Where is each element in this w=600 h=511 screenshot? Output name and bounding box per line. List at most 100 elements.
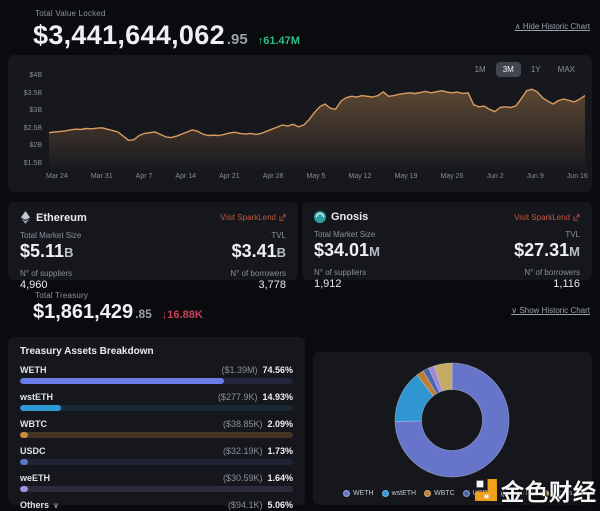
x-tick: Mar 24 xyxy=(46,173,68,180)
tvl-section-label: Total Value Locked xyxy=(35,9,106,18)
tvl-value: $27.31M xyxy=(514,240,580,260)
legend-label: WBTC xyxy=(434,490,455,497)
donut-slice-weth[interactable] xyxy=(394,362,510,478)
asset-bar-track xyxy=(20,459,293,465)
range-1y-button[interactable]: 1Y xyxy=(524,62,548,77)
visit-sparklend-link-ethereum[interactable]: Visit SparkLend xyxy=(220,213,286,222)
network-name: Ethereum xyxy=(36,211,87,224)
legend-item-weth[interactable]: WETH xyxy=(343,490,374,497)
treasury-value-row: $1,861,429 .85 ↓16.88K xyxy=(33,301,203,324)
x-tick: Apr 14 xyxy=(175,173,197,180)
x-tick: Apr 28 xyxy=(262,173,284,180)
treasury-donut-card: WETHwstETHWBTCUSDCweETHOthers xyxy=(313,352,592,505)
asset-bar-track xyxy=(20,378,293,384)
market-size-value: $5.11B xyxy=(20,241,74,261)
y-tick: $4B xyxy=(29,72,42,79)
asset-amount: ($38.85K) xyxy=(222,419,263,429)
legend-label: wstETH xyxy=(391,490,417,497)
suppliers-count: 1,912 xyxy=(314,278,342,290)
market-size-label: Total Market Size xyxy=(314,230,376,239)
asset-bar-track xyxy=(20,405,293,411)
legend-dot xyxy=(343,490,350,497)
hide-historic-chart-link[interactable]: ∧ Hide Historic Chart xyxy=(514,22,590,31)
breakdown-list: WETH ($1.39M) 74.56% wstETH ($277.9K) 14.93% W… xyxy=(20,365,293,511)
breakdown-row-wsteth: wstETH ($277.9K) 14.93% xyxy=(20,392,293,411)
suppliers-count: 4,960 xyxy=(20,279,48,291)
legend-dot xyxy=(424,490,432,497)
breakdown-row-others[interactable]: Others ∨ ($94.1K) 5.06% xyxy=(20,500,293,511)
jinse-watermark: 金色财经 xyxy=(474,473,597,507)
time-range-buttons: 1M 3M 1Y MAX xyxy=(468,62,582,77)
treasury-section-label: Total Treasury xyxy=(35,291,89,300)
x-tick: Jun 9 xyxy=(526,173,544,180)
borrowers-label: N° of borrowers xyxy=(524,268,580,277)
tvl-value-row: $3,441,644,062 .95 ↑61.47M xyxy=(33,20,300,51)
legend-dot xyxy=(381,490,389,497)
asset-bar-fill xyxy=(20,378,224,384)
donut-slice-others[interactable] xyxy=(433,362,453,392)
asset-name: WETH xyxy=(20,365,47,375)
chevron-down-icon[interactable]: ∨ xyxy=(53,501,59,510)
legend-item-wbtc[interactable]: WBTC xyxy=(424,490,455,497)
gnosis-title: Gnosis xyxy=(314,211,368,223)
market-size-value: $34.01M xyxy=(314,240,380,260)
legend-item-others[interactable]: Others xyxy=(541,490,573,497)
asset-percent: 14.93% xyxy=(262,392,293,402)
gnosis-icon xyxy=(314,211,326,223)
legend-dot xyxy=(500,490,508,497)
legend-label: weETH xyxy=(510,490,534,497)
asset-percent: 74.56% xyxy=(262,365,293,375)
asset-bar-fill xyxy=(20,459,28,465)
visit-sparklend-label: Visit SparkLend xyxy=(220,213,276,222)
chart-x-axis: Mar 24 Mar 31 Apr 7 Apr 14 Apr 21 Apr 28 May 5… xyxy=(46,173,588,180)
range-3m-button[interactable]: 3M xyxy=(495,62,521,77)
external-link-icon xyxy=(279,214,286,221)
network-name: Gnosis xyxy=(331,211,369,223)
tvl-area-chart[interactable] xyxy=(46,67,588,169)
asset-amount: ($94.1K) xyxy=(227,500,263,510)
gnosis-card: Gnosis Visit SparkLend Total Market Size… xyxy=(302,202,592,290)
x-tick: May 5 xyxy=(306,173,326,180)
y-tick: $1.5B xyxy=(23,159,42,167)
legend-item-weeth[interactable]: weETH xyxy=(500,490,534,497)
range-1m-button[interactable]: 1M xyxy=(468,62,493,77)
asset-name: WBTC xyxy=(20,419,47,429)
y-tick: $3B xyxy=(29,107,42,114)
treasury-donut-chart[interactable] xyxy=(389,357,515,483)
show-historic-chart-link[interactable]: ∨ Show Historic Chart xyxy=(511,306,590,315)
range-max-button[interactable]: MAX xyxy=(551,62,582,77)
breakdown-title: Treasury Assets Breakdown xyxy=(20,346,154,357)
asset-name: Others ∨ xyxy=(20,500,59,510)
asset-percent: 1.73% xyxy=(267,446,293,456)
asset-bar-track xyxy=(20,432,293,438)
borrowers-label: N° of borrowers xyxy=(230,269,286,278)
asset-bar-fill xyxy=(20,405,61,411)
tvl-value: $3,441,644,062 xyxy=(33,20,225,50)
legend-label: WETH xyxy=(353,490,374,497)
treasury-value-decimals: .85 xyxy=(135,307,152,321)
suppliers-label: N° of suppliers xyxy=(20,269,73,278)
asset-amount: ($1.39M) xyxy=(221,365,258,375)
borrowers-count: 1,116 xyxy=(553,278,580,290)
tvl-label: TVL xyxy=(565,230,580,239)
y-tick: $3.5B xyxy=(23,89,42,97)
asset-amount: ($277.9K) xyxy=(217,392,258,402)
x-tick: May 12 xyxy=(348,173,372,180)
treasury-value: $1,861,429 xyxy=(33,301,134,323)
tvl-chart-card: 1M 3M 1Y MAX $4B $3.5B $3B $2.5B $2B $1.5B Mar 2… xyxy=(8,55,592,192)
tvl-change-badge: ↑61.47M xyxy=(257,35,300,47)
ethereum-title: Ethereum xyxy=(20,211,87,224)
asset-name: USDC xyxy=(20,446,46,456)
jinse-logo-icon xyxy=(475,478,497,501)
visit-sparklend-link-gnosis[interactable]: Visit SparkLend xyxy=(514,213,580,222)
market-size-label: Total Market Size xyxy=(20,231,82,240)
asset-amount: ($30.59K) xyxy=(222,473,263,483)
y-tick: $2B xyxy=(29,142,42,149)
legend-item-wsteth[interactable]: wstETH xyxy=(381,490,417,497)
x-tick: Apr 7 xyxy=(135,173,153,180)
ethereum-card: Ethereum Visit SparkLend Total Market Si… xyxy=(8,202,298,291)
x-tick: Jun 16 xyxy=(566,173,588,180)
donut-legend: WETHwstETHWBTCUSDCweETHOthers xyxy=(343,490,573,497)
asset-percent: 1.64% xyxy=(267,473,293,483)
asset-amount: ($32.19K) xyxy=(222,446,263,456)
